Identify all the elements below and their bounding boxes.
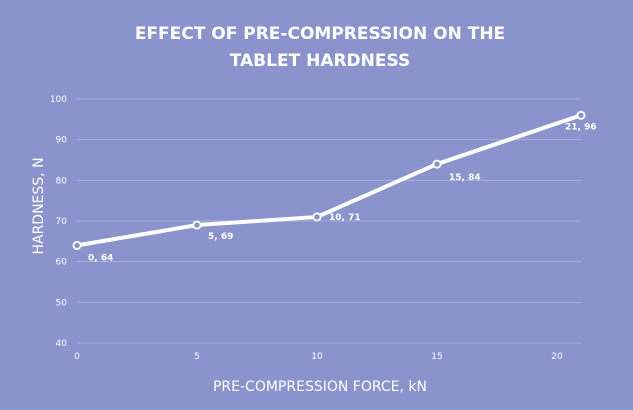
- y-tick-label: 60: [56, 258, 68, 268]
- y-tick-label: 90: [56, 136, 68, 146]
- gridlines: [77, 98, 581, 344]
- x-axis-ticks: 0 5 10 15 20: [74, 352, 563, 362]
- data-label: 15, 84: [449, 173, 481, 183]
- x-tick-label: 15: [431, 352, 442, 362]
- data-point: [192, 220, 202, 230]
- data-label: 5, 69: [208, 232, 233, 242]
- x-tick-label: 10: [311, 352, 323, 362]
- x-tick-label: 20: [551, 352, 563, 362]
- data-label: 10, 71: [329, 213, 361, 223]
- series-hardness: 0, 64 5, 69 10, 71 15, 84 21, 96: [72, 110, 597, 263]
- data-point: [576, 110, 586, 120]
- chart-title-line-2: TABLET HARDNESS: [230, 51, 411, 71]
- y-axis-ticks: 40 50 60 70 80 90 100: [50, 95, 67, 349]
- y-tick-label: 40: [56, 339, 68, 349]
- data-label: 21, 96: [565, 122, 597, 132]
- y-tick-label: 50: [56, 298, 68, 308]
- y-tick-label: 70: [56, 217, 68, 227]
- data-label: 0, 64: [88, 253, 113, 263]
- y-tick-label: 100: [50, 95, 67, 105]
- data-point: [72, 240, 82, 250]
- x-tick-label: 5: [194, 352, 200, 362]
- data-point: [312, 212, 322, 222]
- x-tick-label: 0: [74, 352, 80, 362]
- y-axis-title: HARDNESS, N: [31, 157, 47, 254]
- data-point: [432, 159, 442, 169]
- x-axis-title: PRE-COMPRESSION FORCE, kN: [213, 379, 427, 395]
- y-tick-label: 80: [56, 176, 68, 186]
- chart-title-line-1: EFFECT OF PRE-COMPRESSION ON THE: [135, 24, 505, 44]
